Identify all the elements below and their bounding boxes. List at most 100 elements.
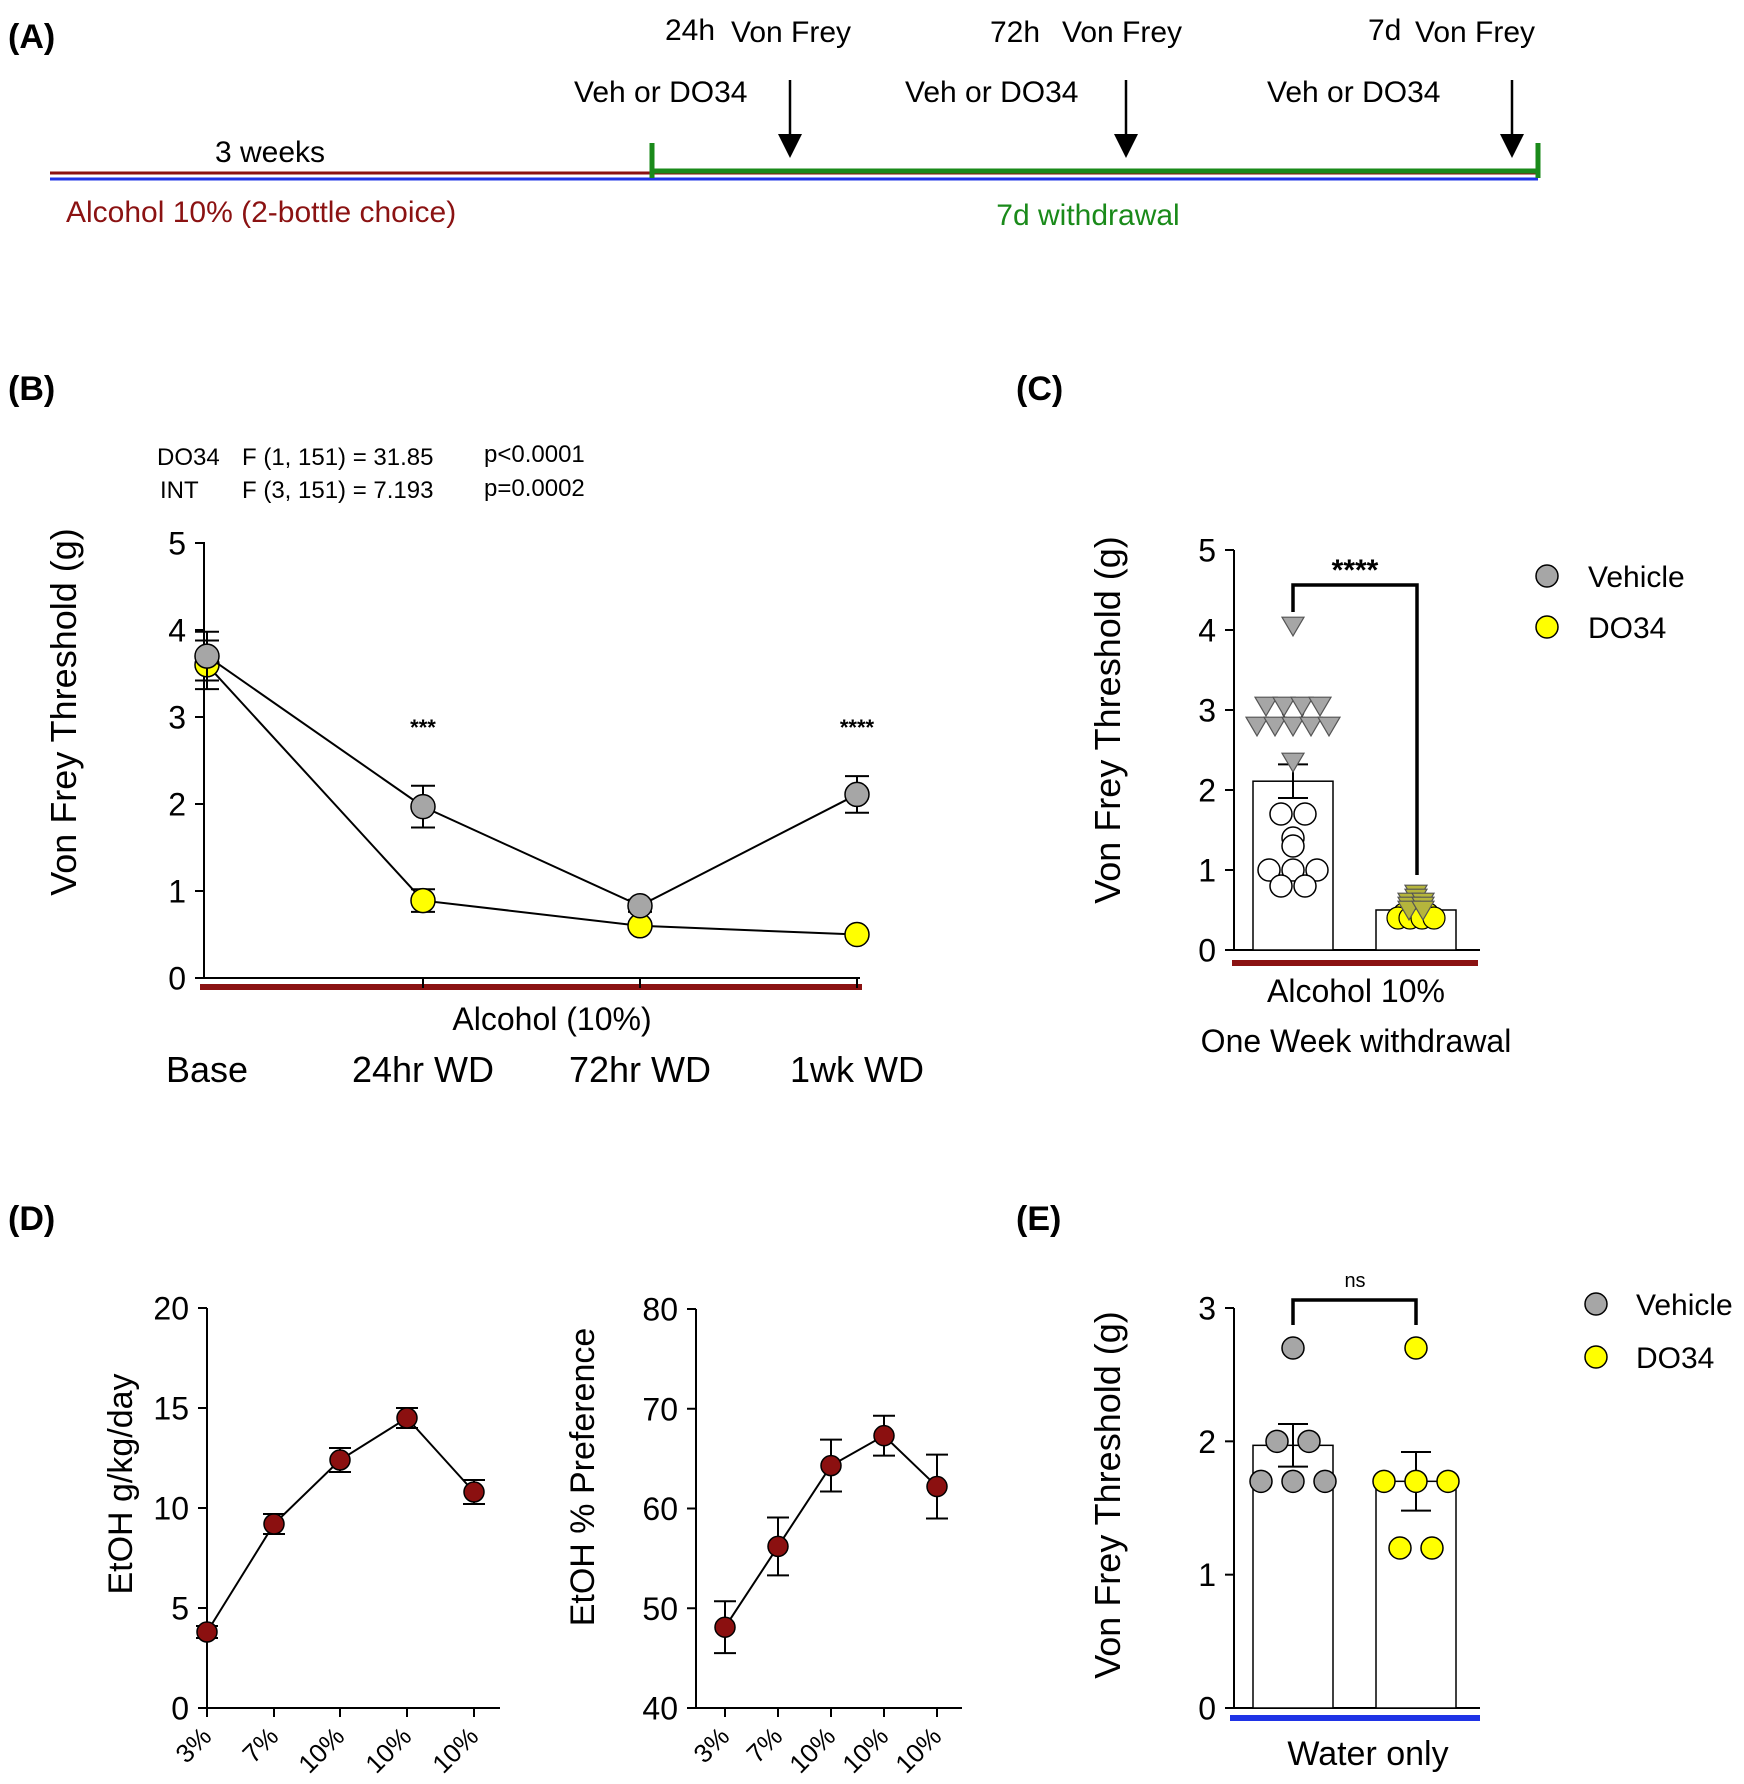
legend-do34-marker [1584, 1345, 1608, 1369]
panel-label-d: (D) [8, 1200, 55, 1238]
legend-do34-marker [1535, 615, 1559, 639]
y-tick-label: 70 [642, 1391, 678, 1427]
timepoint-test: Von Frey [1415, 16, 1535, 49]
panel-c-chart: (C) Von Frey Threshold (g) 0 1 2 3 4 5 **** A… [1016, 370, 1685, 1059]
down-arrow-icon [1114, 134, 1138, 158]
data-point [1313, 1469, 1337, 1494]
x-tick-label: 10% [426, 1721, 484, 1779]
x-tick-label: 7% [236, 1721, 284, 1769]
data-point [1404, 1336, 1428, 1360]
circle-point [1269, 874, 1293, 898]
y-tick-label: 60 [642, 1491, 678, 1527]
x-tick-label: 10% [836, 1721, 894, 1779]
timepoint-test: Von Frey [1062, 16, 1182, 49]
significance-labels: *** **** [410, 715, 874, 740]
bar-do34 [1375, 1480, 1457, 1709]
timepoint-24h: 24h Von Frey Veh or DO34 [574, 14, 851, 158]
x-ticks: 3%7%10%10%10% [687, 1708, 947, 1779]
legend-vehicle-label: Vehicle [1636, 1289, 1733, 1322]
x-axis-label-line-1: Alcohol 10% [1267, 973, 1445, 1009]
triangle-point [1289, 696, 1315, 718]
y-axis-label: Von Frey Threshold (g) [43, 528, 84, 896]
data-point [194, 643, 220, 669]
stats-block: DO34 F (1, 151) = 31.85 p<0.0001 INT F (… [157, 441, 585, 504]
y-tick-label: 2 [168, 787, 186, 823]
series-vehicle [194, 630, 870, 919]
series-group [714, 1414, 948, 1655]
x-tick-label: 10% [359, 1721, 417, 1779]
x-ticks: 3%7%10%10%10% [169, 1708, 484, 1779]
y-tick-label: 5 [168, 526, 186, 562]
x-axis-label-line-2: One Week withdrawal [1201, 1023, 1512, 1059]
triangle-point [1253, 696, 1279, 718]
category-label: 1wk WD [790, 1049, 924, 1090]
data-point [714, 1616, 736, 1638]
triangle-point [1280, 752, 1306, 774]
y-ticks: 0 1 2 3 4 5 [168, 526, 204, 997]
y-tick-label: 2 [1198, 773, 1216, 809]
y-ticks: 40 50 60 70 80 [642, 1292, 696, 1727]
category-label: 24hr WD [352, 1049, 494, 1090]
data-point [263, 1513, 285, 1535]
y-ticks: 0 5 10 15 20 [153, 1291, 207, 1727]
triangle-point [1316, 716, 1342, 738]
series-group [196, 1407, 485, 1643]
data-point [410, 793, 436, 820]
x-tick-label: 10% [889, 1721, 947, 1779]
category-label: 72hr WD [569, 1049, 711, 1090]
y-tick-label: 0 [171, 1691, 189, 1727]
significance-label: **** [1332, 554, 1379, 587]
panel-label-c: (C) [1016, 370, 1063, 408]
stat-effect: DO34 [157, 444, 220, 471]
y-tick-label: 0 [168, 961, 186, 997]
significance-bracket: ns [1291, 1270, 1418, 1325]
data-point [1436, 1469, 1460, 1494]
data-point [329, 1449, 351, 1471]
data-point [627, 893, 653, 919]
data-point [820, 1454, 842, 1477]
circle-point [1293, 802, 1317, 826]
data-point [767, 1535, 789, 1558]
legend-do34-label: DO34 [1636, 1342, 1714, 1375]
significance-label: **** [840, 715, 875, 740]
stat-p: p<0.0001 [484, 441, 585, 468]
category-label: Base [166, 1049, 248, 1090]
y-axis-label: Von Frey Threshold (g) [1087, 1311, 1128, 1679]
significance-label: *** [410, 715, 436, 740]
timepoint-treatment: Veh or DO34 [1267, 76, 1440, 109]
y-ticks: 0 1 2 3 4 5 [1198, 533, 1234, 969]
panel-label-a: (A) [8, 18, 55, 56]
y-tick-label: 1 [1198, 1557, 1216, 1593]
panel-e-chart: (E) Von Frey Threshold (g) 0 1 2 3 ns Water… [1016, 1200, 1733, 1773]
y-tick-label: 1 [168, 874, 186, 910]
y-ticks: 0 1 2 3 [1198, 1291, 1234, 1727]
circle-point [1281, 834, 1305, 858]
data-point [1372, 1469, 1396, 1494]
category-labels: Base 24hr WD 72hr WD 1wk WD [166, 1049, 924, 1090]
x-tick-label: 7% [740, 1721, 788, 1769]
data-point [1404, 1469, 1428, 1494]
period-label: 3 weeks [215, 136, 325, 169]
triangle-point [1280, 716, 1306, 738]
circle-point [1269, 802, 1293, 826]
panel-label-e: (E) [1016, 1200, 1061, 1238]
data-point [1265, 1429, 1289, 1454]
x-tick-label: 3% [169, 1721, 217, 1769]
y-tick-label: 1 [1198, 853, 1216, 889]
triangle-point [1262, 716, 1288, 738]
legend-c: Vehicle DO34 [1535, 561, 1685, 645]
circle-point [1257, 858, 1281, 882]
timepoint-time: 24h [665, 14, 715, 47]
legend-e: Vehicle DO34 [1584, 1289, 1733, 1375]
y-tick-label: 40 [642, 1691, 678, 1727]
y-tick-label: 0 [1198, 933, 1216, 969]
series-line [206, 655, 858, 907]
y-tick-label: 4 [1198, 613, 1216, 649]
y-axis-label: EtOH % Preference [564, 1328, 602, 1627]
points-group [1244, 616, 1446, 930]
x-axis-label: Water only [1287, 1735, 1448, 1773]
series-group [194, 630, 870, 948]
y-tick-label: 3 [1198, 693, 1216, 729]
legend-vehicle-label: Vehicle [1588, 561, 1685, 594]
